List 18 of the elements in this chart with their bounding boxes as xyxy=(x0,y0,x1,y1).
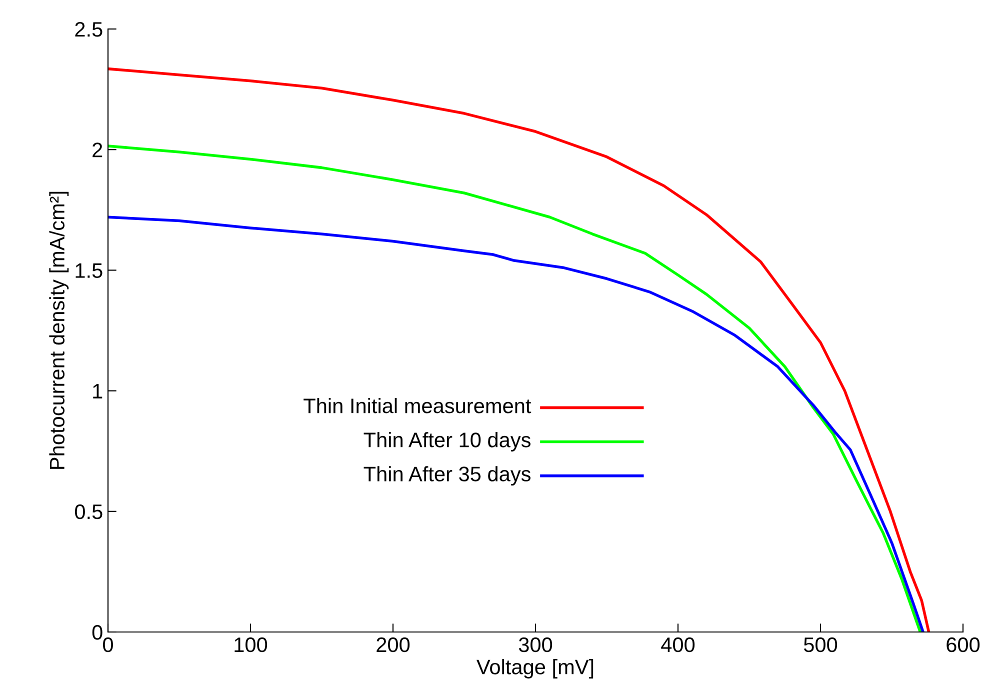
x-tick-label: 200 xyxy=(376,637,410,652)
x-tick-label: 600 xyxy=(946,637,980,652)
x-tick-label: 400 xyxy=(661,637,695,652)
y-tick-label: 0 xyxy=(92,625,102,640)
y-tick-label: 1.5 xyxy=(76,263,102,278)
y-tick-label: 0.5 xyxy=(74,504,102,520)
x-tick-label: 300 xyxy=(518,637,552,652)
y-tick-label: 2.5 xyxy=(75,22,102,37)
x-tick-label: 100 xyxy=(234,637,268,652)
legend-label: Thin Initial measurement xyxy=(304,398,532,414)
y-tick-label: 2 xyxy=(92,142,102,158)
y-axis-title: Photocurrent density [mA/cm²] xyxy=(49,192,69,469)
legend-label: Thin After 35 days xyxy=(364,466,530,486)
legend-label: Thin After 10 days xyxy=(364,432,530,452)
x-tick-label: 0 xyxy=(103,637,113,652)
x-axis-title: Voltage [mV] xyxy=(476,659,594,678)
y-tick-label: 1 xyxy=(93,384,102,398)
x-tick-label: 500 xyxy=(804,637,838,652)
